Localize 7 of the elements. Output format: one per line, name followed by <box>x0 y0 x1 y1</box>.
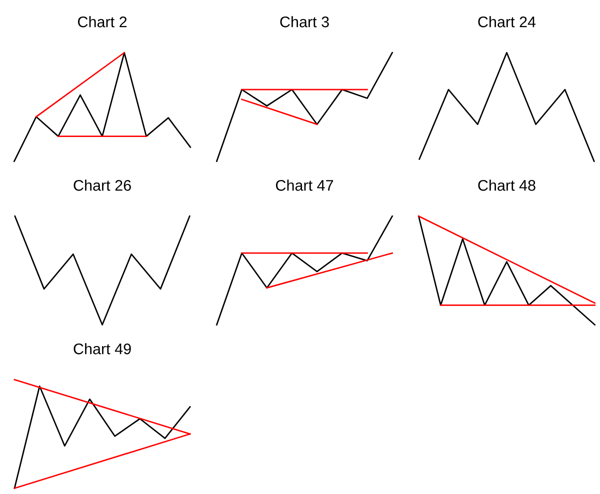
chart-title: Chart 49 <box>74 343 131 354</box>
chart-title: Chart 48 <box>478 180 536 191</box>
chart-title: Chart 2 <box>78 16 127 28</box>
chart-title: Chart 47 <box>276 180 334 191</box>
chart-title: Chart 26 <box>74 180 131 191</box>
chart-title: Chart 3 <box>280 16 329 28</box>
chart-title: Chart 24 <box>478 16 536 28</box>
